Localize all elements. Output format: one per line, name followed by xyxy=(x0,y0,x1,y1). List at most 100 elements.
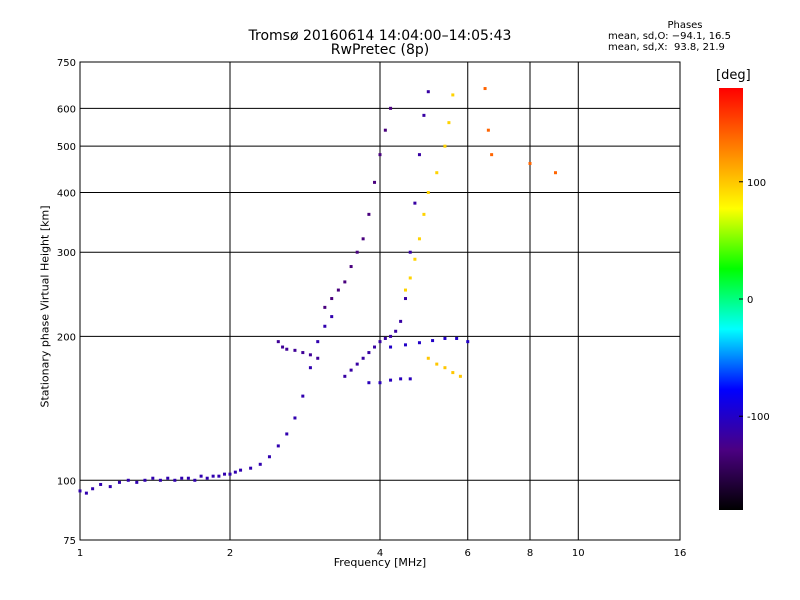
data-point xyxy=(373,181,376,184)
y-tick-label: 600 xyxy=(57,104,76,115)
y-tick-label: 75 xyxy=(63,536,76,547)
data-point xyxy=(301,395,304,398)
data-point xyxy=(418,341,421,344)
data-point xyxy=(212,475,215,478)
data-point xyxy=(268,455,271,458)
data-point xyxy=(459,375,462,378)
data-point xyxy=(413,202,416,205)
data-point xyxy=(484,87,487,90)
data-point xyxy=(529,162,532,165)
data-point xyxy=(285,348,288,351)
data-point xyxy=(399,320,402,323)
data-point xyxy=(166,477,169,480)
data-point xyxy=(323,325,326,328)
data-point xyxy=(316,340,319,343)
data-point xyxy=(427,357,430,360)
data-point xyxy=(127,479,130,482)
data-point xyxy=(343,280,346,283)
data-point xyxy=(180,477,183,480)
data-point xyxy=(79,489,82,492)
data-point xyxy=(323,306,326,309)
data-point xyxy=(99,483,102,486)
data-point xyxy=(379,153,382,156)
data-point xyxy=(418,237,421,240)
data-point xyxy=(118,481,121,484)
y-tick-label: 500 xyxy=(57,142,76,153)
y-tick-label: 300 xyxy=(57,248,76,259)
data-point xyxy=(409,251,412,254)
data-point xyxy=(350,369,353,372)
colorbar-tick-label: 0 xyxy=(747,295,753,306)
data-point xyxy=(367,351,370,354)
data-point xyxy=(309,353,312,356)
data-point xyxy=(367,381,370,384)
data-point xyxy=(330,297,333,300)
data-point xyxy=(443,145,446,148)
data-point xyxy=(399,377,402,380)
data-point xyxy=(389,379,392,382)
data-point xyxy=(427,90,430,93)
data-point xyxy=(409,377,412,380)
data-point xyxy=(249,467,252,470)
y-tick-label: 400 xyxy=(57,188,76,199)
data-point xyxy=(451,371,454,374)
data-point xyxy=(447,121,450,124)
data-point xyxy=(285,432,288,435)
data-point xyxy=(431,339,434,342)
data-point xyxy=(330,315,333,318)
y-tick-label: 750 xyxy=(57,58,76,69)
data-point xyxy=(427,191,430,194)
data-point xyxy=(151,477,154,480)
data-point xyxy=(404,343,407,346)
data-point xyxy=(350,265,353,268)
data-point xyxy=(91,487,94,490)
data-point xyxy=(356,251,359,254)
data-point xyxy=(277,444,280,447)
data-point xyxy=(389,346,392,349)
data-point xyxy=(259,463,262,466)
data-point xyxy=(217,475,220,478)
x-tick-label: 6 xyxy=(465,548,471,559)
data-point xyxy=(343,375,346,378)
data-point xyxy=(293,349,296,352)
data-point xyxy=(443,337,446,340)
data-point xyxy=(362,357,365,360)
data-point xyxy=(435,363,438,366)
data-point xyxy=(234,471,237,474)
data-point xyxy=(109,485,112,488)
data-point xyxy=(404,297,407,300)
data-point xyxy=(362,237,365,240)
data-point xyxy=(159,479,162,482)
data-point xyxy=(409,276,412,279)
data-point xyxy=(384,129,387,132)
data-point xyxy=(389,107,392,110)
data-point xyxy=(490,153,493,156)
data-point xyxy=(451,93,454,96)
x-tick-label: 2 xyxy=(227,548,233,559)
data-point xyxy=(193,479,196,482)
data-point xyxy=(356,363,359,366)
y-tick-label: 100 xyxy=(57,476,76,487)
data-point xyxy=(316,357,319,360)
data-point xyxy=(435,171,438,174)
data-point xyxy=(422,213,425,216)
data-point xyxy=(337,289,340,292)
data-point xyxy=(394,330,397,333)
x-tick-label: 16 xyxy=(674,548,687,559)
data-point xyxy=(187,477,190,480)
data-point xyxy=(143,479,146,482)
data-point xyxy=(443,366,446,369)
data-point xyxy=(277,340,280,343)
data-point xyxy=(239,469,242,472)
data-point xyxy=(384,337,387,340)
data-point xyxy=(206,477,209,480)
data-point xyxy=(487,129,490,132)
data-point xyxy=(379,340,382,343)
data-point xyxy=(466,340,469,343)
data-point xyxy=(85,492,88,495)
colorbar-tick-label: -100 xyxy=(747,412,770,423)
data-point xyxy=(301,351,304,354)
data-point xyxy=(293,416,296,419)
data-point xyxy=(367,213,370,216)
